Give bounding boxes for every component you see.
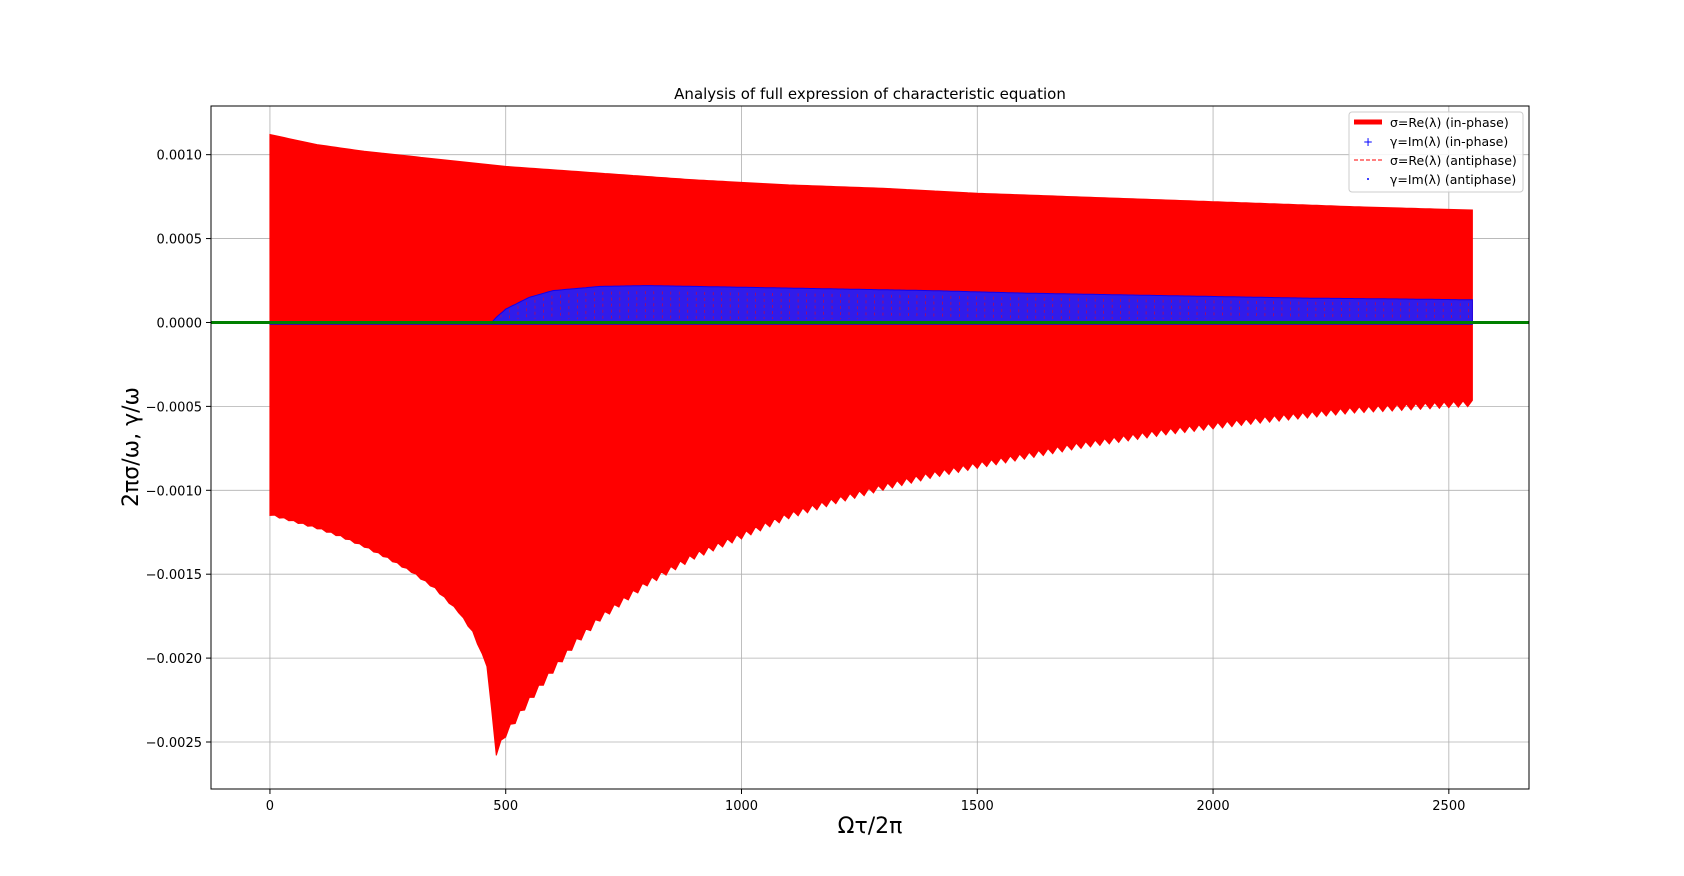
y-axis-title: 2πσ/ω, γ/ω xyxy=(119,387,144,507)
legend-label-antiphase-imag: γ=Im(λ) (antiphase) xyxy=(1390,172,1516,187)
y-tick-label: −0.0025 xyxy=(146,736,202,751)
legend-swatch-in-phase-imag: + xyxy=(1363,135,1373,149)
plot-frame xyxy=(210,105,1530,790)
y-tick-label: −0.0020 xyxy=(146,652,202,667)
legend-box xyxy=(1348,111,1524,193)
y-tick-label: 0.0005 xyxy=(157,233,203,248)
x-tick-label: 0 xyxy=(266,799,274,814)
y-tick-label: 0.0000 xyxy=(157,316,203,331)
y-axis-ticks: 0.0010 0.0005 0.0000 −0.0005 −0.0010 −0.0015 −… xyxy=(146,149,211,751)
x-tick-label: 2500 xyxy=(1432,799,1465,814)
legend-label-in-phase-imag: γ=Im(λ) (in-phase) xyxy=(1390,134,1508,149)
y-tick-label: −0.0010 xyxy=(146,484,202,499)
plot-area xyxy=(211,133,1529,756)
legend-swatch-antiphase-imag xyxy=(1367,178,1369,180)
series-in-phase-imag-markers xyxy=(500,291,1469,320)
x-axis-title: Ωτ/2π xyxy=(838,814,903,839)
x-tick-label: 1000 xyxy=(725,799,758,814)
legend-label-antiphase-real: σ=Re(λ) (antiphase) xyxy=(1390,153,1517,168)
y-tick-label: −0.0005 xyxy=(146,400,202,415)
y-tick-label: −0.0015 xyxy=(146,568,202,583)
x-tick-label: 2000 xyxy=(1197,799,1230,814)
chart-title: Analysis of full expression of character… xyxy=(674,85,1066,103)
y-tick-label: 0.0010 xyxy=(157,149,203,164)
x-tick-label: 500 xyxy=(493,799,518,814)
legend-label-in-phase-real: σ=Re(λ) (in-phase) xyxy=(1390,115,1509,130)
legend: σ=Re(λ) (in-phase) + γ=Im(λ) (in-phase) … xyxy=(1348,111,1524,193)
x-tick-label: 1500 xyxy=(961,799,994,814)
x-axis-ticks: 0 500 1000 1500 2000 2500 xyxy=(266,789,1465,814)
